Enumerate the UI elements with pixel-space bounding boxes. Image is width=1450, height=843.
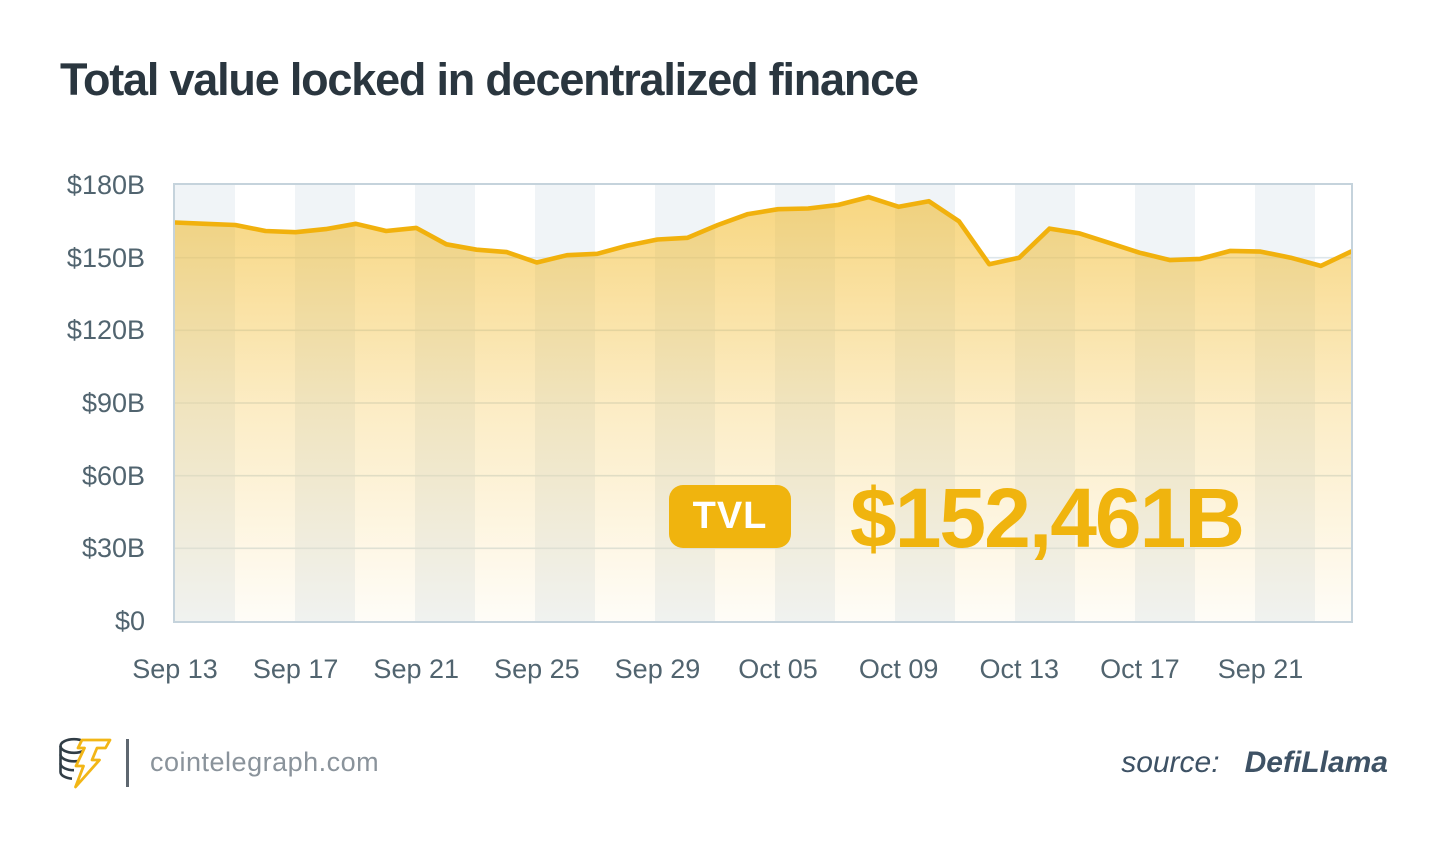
x-axis-label: Sep 29 bbox=[614, 654, 701, 684]
x-axis-label: Sep 13 bbox=[132, 654, 218, 684]
y-axis-label: $120B bbox=[66, 315, 145, 346]
coin-stack-lightning-icon bbox=[59, 737, 112, 789]
tvl-badge-label: TVL bbox=[692, 495, 768, 537]
page-title: Total value locked in decentralized fina… bbox=[60, 54, 919, 105]
y-axis-label: $0 bbox=[114, 606, 145, 636]
footer-divider bbox=[126, 739, 129, 787]
source-prefix: source: bbox=[1121, 746, 1220, 779]
x-axis-label: Oct 05 bbox=[738, 654, 818, 684]
tvl-badge: TVL bbox=[669, 485, 791, 548]
x-axis-label: Sep 21 bbox=[373, 654, 460, 684]
y-axis-label: $180B bbox=[66, 170, 145, 200]
footer-site-text: cointelegraph.com bbox=[150, 747, 380, 777]
x-axis-label: Oct 09 bbox=[858, 654, 939, 684]
tvl-area-chart bbox=[175, 194, 1351, 621]
x-axis-label: Sep 21 bbox=[1217, 654, 1304, 684]
y-axis-label: $30B bbox=[81, 533, 145, 564]
plot-area bbox=[173, 183, 1353, 623]
x-axis-label: Sep 25 bbox=[494, 654, 580, 684]
cointelegraph-logo bbox=[57, 733, 113, 796]
y-axis-label: $150B bbox=[66, 242, 145, 273]
x-axis-label: Oct 17 bbox=[1100, 654, 1180, 684]
x-axis-label: Sep 17 bbox=[252, 654, 339, 684]
tvl-value: $152,461B bbox=[850, 471, 1245, 565]
footer-source: source: DefiLlama bbox=[1121, 746, 1388, 780]
tvl-line bbox=[175, 194, 1351, 269]
area-fill bbox=[175, 197, 1351, 621]
x-axis-label: Oct 13 bbox=[979, 654, 1060, 684]
y-axis-label: $90B bbox=[81, 388, 145, 418]
y-axis-label: $60B bbox=[81, 460, 145, 491]
source-name: DefiLlama bbox=[1244, 746, 1388, 779]
